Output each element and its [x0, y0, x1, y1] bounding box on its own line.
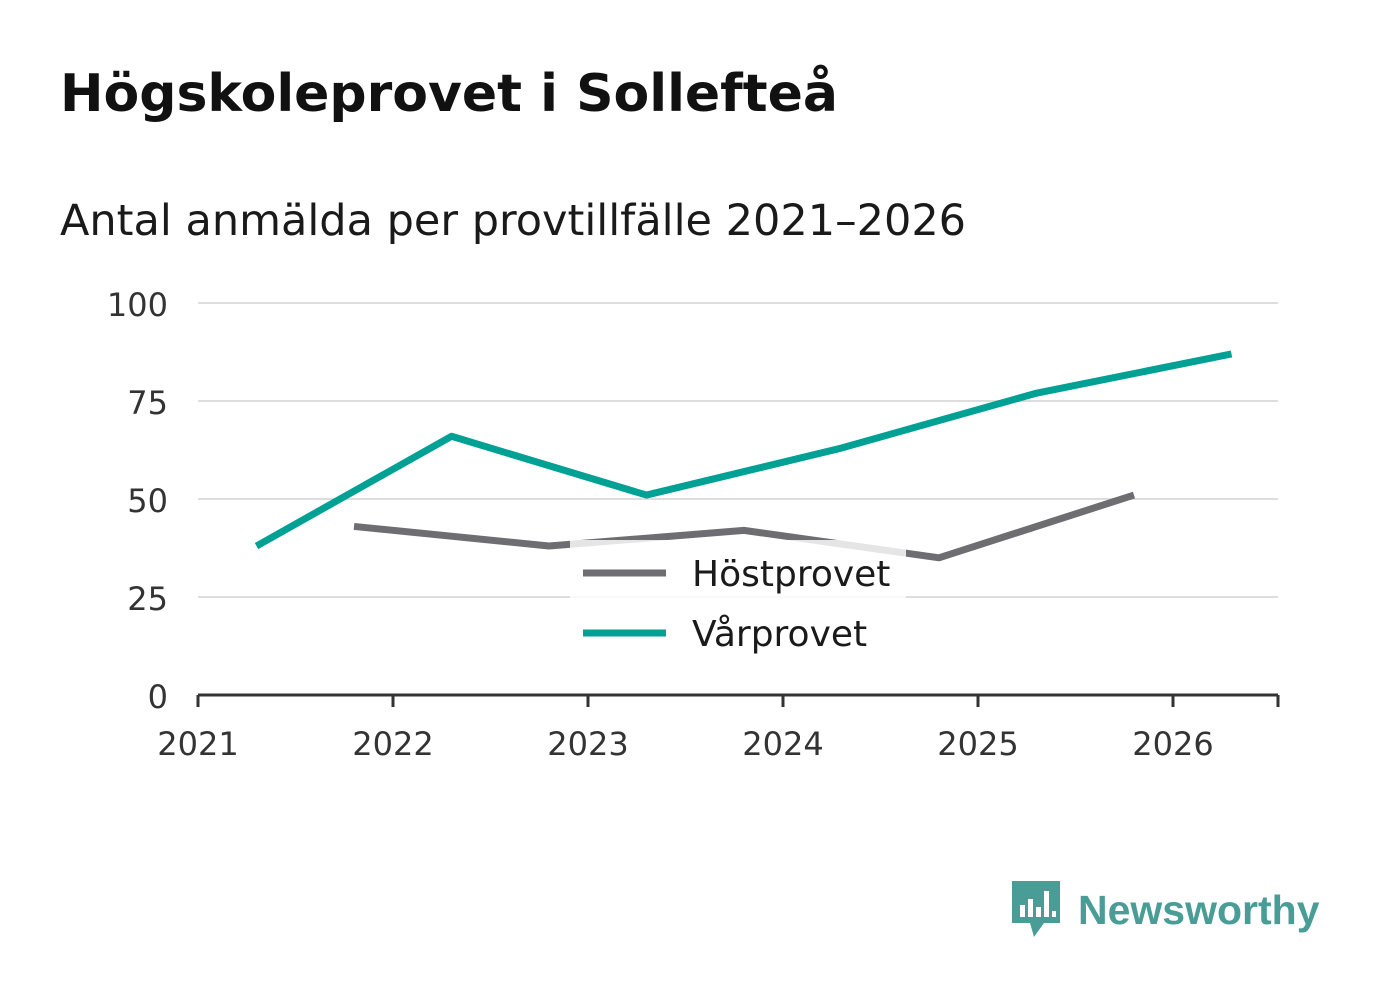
legend-label: Vårprovet: [692, 614, 867, 655]
brand-name: Newsworthy: [1078, 886, 1320, 933]
x-tick-label: 2021: [157, 725, 238, 763]
series-line-hostprovet: [353, 491, 1136, 562]
x-tick-label: 2025: [937, 725, 1018, 763]
legend-label: Höstprovet: [692, 554, 890, 595]
y-tick-label: 75: [127, 384, 168, 422]
y-tick-label: 0: [148, 678, 168, 716]
y-tick-label: 100: [107, 286, 168, 324]
series-lines: [254, 350, 1233, 562]
newsworthy-chart-bubble-icon: [1012, 881, 1060, 937]
y-tick-label: 50: [127, 482, 168, 520]
y-axis-ticks: 0 25 50 75 100: [107, 286, 168, 716]
x-tick-label: 2026: [1132, 725, 1213, 763]
legend-box: [570, 540, 906, 662]
y-tick-label: 25: [127, 580, 168, 618]
x-tick-label: 2024: [742, 725, 823, 763]
x-axis: 2021 2022 2023 2024 2025 2026: [157, 693, 1280, 763]
chart-subtitle: Antal anmälda per provtillfälle 2021–202…: [60, 196, 967, 246]
series-line-varprovet: [254, 350, 1233, 550]
legend: Höstprovet Vårprovet: [570, 540, 906, 662]
x-tick-label: 2023: [547, 725, 628, 763]
chart-title: Högskoleprovet i Sollefteå: [60, 64, 838, 124]
x-tick-label: 2022: [352, 725, 433, 763]
newsworthy-logo: Newsworthy: [1010, 878, 1320, 942]
